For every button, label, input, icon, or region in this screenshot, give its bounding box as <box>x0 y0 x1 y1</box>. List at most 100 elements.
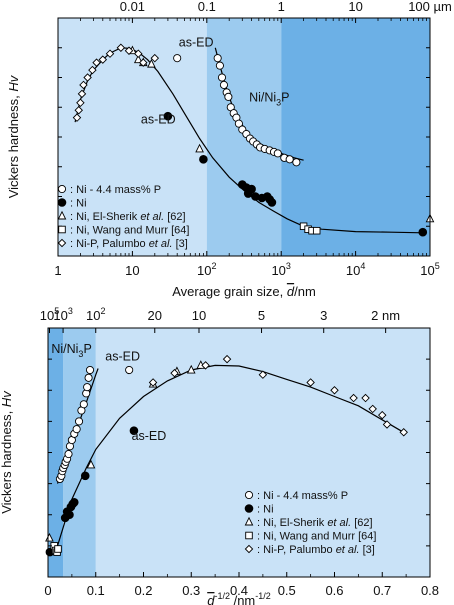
data-point <box>69 497 79 507</box>
legend-entry: : Ni, El-Sherik et al. [62] <box>257 517 373 529</box>
data-point <box>368 404 377 414</box>
data-point <box>349 393 358 403</box>
data-point <box>199 155 208 164</box>
legend-entry: : Ni, Wang and Murr [64] <box>257 531 376 543</box>
annotation: as-ED <box>105 350 140 364</box>
series-circle-open <box>55 365 134 484</box>
data-point <box>105 49 115 58</box>
legend-marker <box>244 544 254 554</box>
data-point <box>83 383 92 392</box>
legend-entry: : Ni - 4.4 mass% P <box>257 490 348 502</box>
data-point <box>85 365 95 375</box>
top-tick-label: 100 µm <box>408 0 452 14</box>
series-triangle-open <box>128 45 435 223</box>
x-tick-label: 0.4 <box>230 583 248 598</box>
legend-marker <box>58 225 66 234</box>
data-point <box>86 459 96 469</box>
data-point <box>217 73 227 82</box>
data-point <box>306 378 315 387</box>
x-tick-label: 0.3 <box>182 583 200 598</box>
data-point <box>215 61 224 70</box>
data-point <box>72 113 82 122</box>
legend-marker <box>244 490 254 500</box>
top-tick-label: 103 <box>53 306 72 323</box>
data-point <box>84 373 93 382</box>
data-point <box>213 54 222 63</box>
legend-marker <box>244 504 254 513</box>
data-point <box>72 425 81 434</box>
x-tick-label: 105 <box>420 261 439 278</box>
legend-entry: : Ni-P, Palumbo et al. [3] <box>70 238 188 250</box>
annotation: Ni/Ni3P <box>249 90 289 107</box>
x-tick-label: 1 <box>54 263 61 278</box>
y-axis-label: Vickers hardness, Hv <box>6 74 21 198</box>
data-point <box>170 368 179 378</box>
top-tick-label: 10 <box>348 0 362 14</box>
top-tick-label: 1 <box>278 0 285 14</box>
x-axis-label: Average grain size, d/nm <box>172 284 316 299</box>
data-point <box>267 198 277 207</box>
data-point <box>312 226 321 235</box>
series-circle-filled <box>163 111 428 237</box>
annotation: as-ED <box>141 113 176 127</box>
legend-marker <box>57 238 67 248</box>
data-point <box>124 46 134 55</box>
data-point <box>88 65 97 75</box>
data-point <box>64 450 73 459</box>
data-point <box>273 149 282 158</box>
data-point <box>74 105 83 115</box>
x-tick-label: 0.7 <box>373 583 391 598</box>
x-tick-label: 0 <box>44 583 51 598</box>
x-tick-label: 0.1 <box>87 583 105 598</box>
top-tick-label: 20 <box>148 308 162 323</box>
data-point <box>163 111 173 121</box>
chart-panel-a: 1 10 102 103 104 105 0.01 0.1 1 10 100 µm Vickers h… <box>6 0 452 299</box>
data-point <box>65 510 74 520</box>
region-band <box>95 328 430 577</box>
data-point <box>222 354 232 364</box>
series-diamond-open <box>72 43 160 122</box>
series-circle-filled <box>45 426 139 557</box>
x-tick-label: 0.8 <box>421 583 439 598</box>
data-point <box>399 428 408 437</box>
data-point <box>378 410 387 420</box>
legend-entry: : Ni, Wang and Murr [64] <box>70 225 189 237</box>
x-tick-label: 0.5 <box>278 583 296 598</box>
data-point <box>80 471 90 481</box>
series-square-open <box>299 222 321 235</box>
legend-entry: : Ni <box>70 198 87 210</box>
top-tick-label: 0.1 <box>198 0 216 14</box>
data-point <box>148 378 158 387</box>
data-point <box>139 58 148 67</box>
data-point <box>76 98 85 108</box>
data-point <box>201 361 210 370</box>
data-point <box>83 73 92 82</box>
data-point <box>247 184 256 194</box>
data-point <box>98 55 108 64</box>
data-point <box>234 119 243 128</box>
annotation: Ni/Ni3P <box>51 342 91 359</box>
legend-entry: : Ni - 4.4 mass% P <box>70 184 161 196</box>
data-point <box>382 420 392 429</box>
data-point <box>92 58 101 67</box>
annotation: as-ED <box>132 429 167 443</box>
data-point <box>219 80 228 89</box>
data-point <box>116 43 126 52</box>
data-point <box>54 545 62 553</box>
legend-marker <box>57 210 67 220</box>
legend-marker <box>57 184 67 194</box>
x-tick-label: 10 <box>125 263 139 278</box>
legend-marker <box>244 516 254 526</box>
data-point <box>77 89 87 99</box>
top-tick-label: 10 <box>192 308 206 323</box>
region-band <box>58 18 207 256</box>
legend-entry: : Ni, El-Sherik et al. [62] <box>70 211 186 223</box>
region-band <box>281 18 430 256</box>
x-tick-label: 102 <box>197 261 216 278</box>
legend: : Ni - 4.4 mass% P : Ni: Ni, El-Sherik et… <box>57 184 189 250</box>
legend-marker <box>245 531 253 540</box>
series-square-open <box>50 542 62 556</box>
data-point <box>224 92 233 101</box>
data-point <box>285 155 294 164</box>
